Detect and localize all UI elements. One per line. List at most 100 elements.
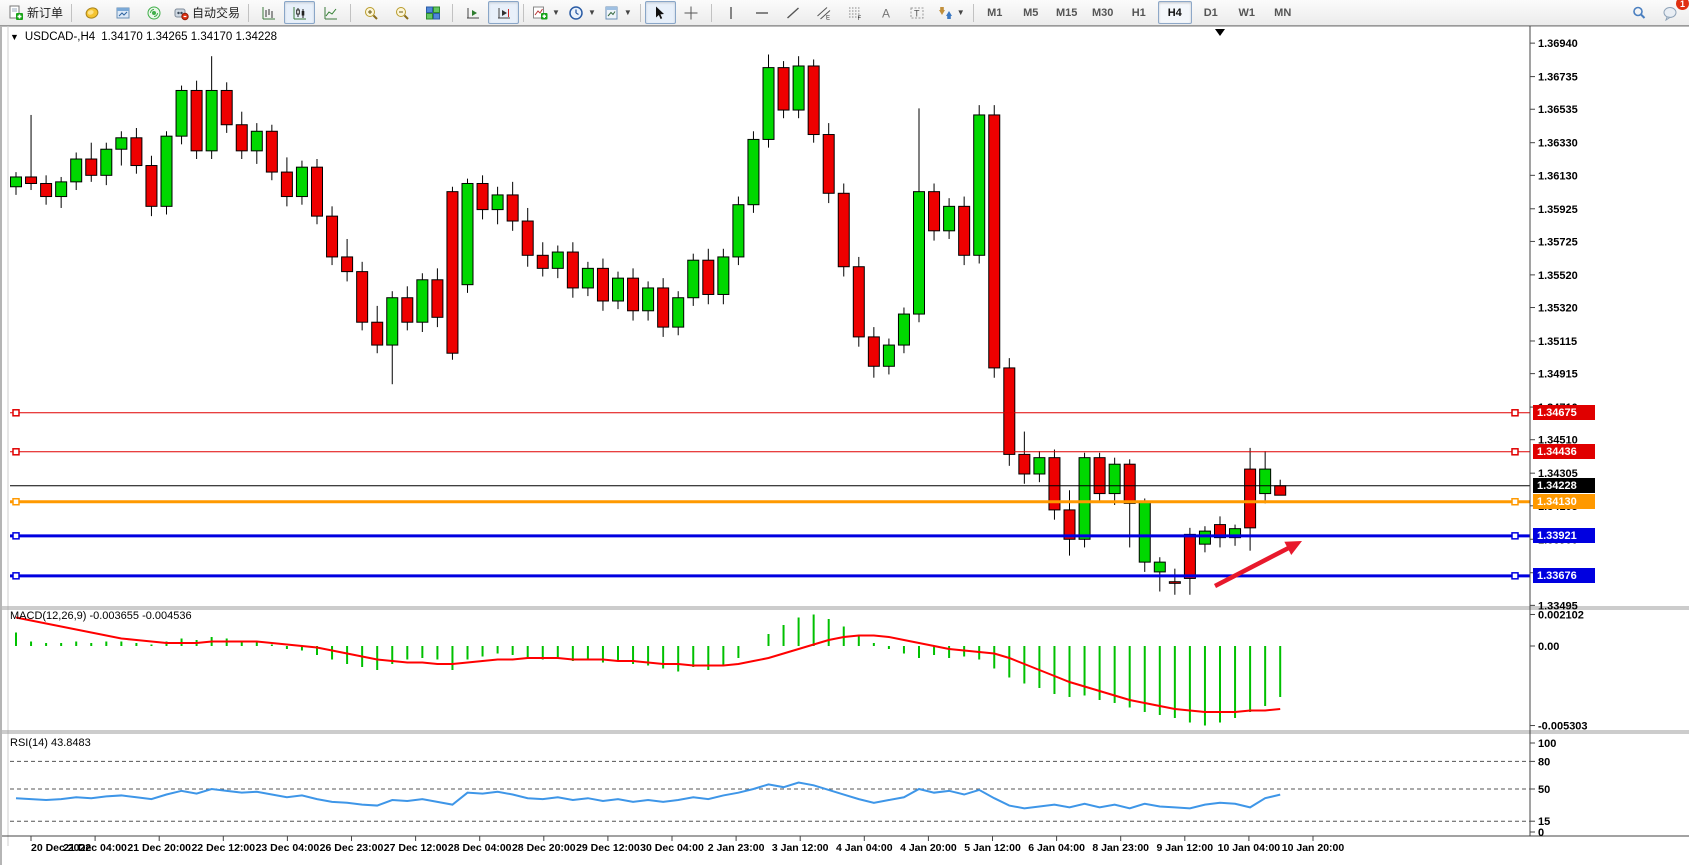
candlestick (1033, 457, 1046, 475)
price-axis-label: 1.34510 (1538, 435, 1578, 447)
timeframe-h4-button[interactable]: H4 (1157, 1, 1192, 24)
channel-button[interactable]: E (809, 1, 840, 24)
chart-canvas[interactable]: 1.36940 1.36735 1.36535 1.36330 1.36130 1.359… (2, 26, 1689, 865)
market-watch-button[interactable] (107, 1, 138, 24)
line-chart-button[interactable] (315, 1, 346, 24)
timeframe-m30-button[interactable]: M30 (1092, 6, 1114, 19)
notifications-button[interactable]: 1 (1654, 0, 1689, 24)
candlestick (506, 194, 519, 222)
candlestick (596, 267, 609, 302)
candlestick (190, 89, 203, 152)
trendline-button[interactable] (778, 1, 809, 24)
dropdown-caret-icon: ▼ (956, 8, 965, 17)
line-handle[interactable] (12, 572, 20, 580)
bar-chart-button[interactable] (253, 1, 284, 24)
tile-windows-button[interactable] (417, 1, 448, 24)
candlestick (536, 254, 549, 269)
candlestick (326, 215, 339, 258)
candlestick (1198, 530, 1211, 545)
candlestick (175, 89, 188, 137)
auto-scroll-button[interactable] (457, 1, 488, 24)
line-handle[interactable] (12, 497, 20, 506)
rsi-line (15, 781, 1281, 810)
market-watch-icon (116, 7, 130, 18)
horizontal-line-button[interactable] (747, 1, 778, 24)
new-order-icon (9, 5, 23, 20)
indicators-button[interactable]: ▼ (528, 1, 564, 24)
line-handle[interactable] (1511, 409, 1519, 417)
line-handle[interactable] (1511, 572, 1519, 580)
timeframe-w1-button[interactable]: W1 (1238, 6, 1255, 19)
timeframe-m15-button[interactable]: M15 (1056, 6, 1078, 19)
candlestick (115, 137, 128, 150)
time-axis-label: 29 Dec 12:00 (576, 842, 640, 854)
text-button[interactable]: A (871, 1, 902, 24)
new-order-button[interactable]: 新订单 (4, 1, 67, 24)
candlestick (687, 259, 700, 299)
price-axis-label: 1.34915 (1538, 369, 1578, 381)
candlestick (431, 279, 444, 318)
chart-window[interactable]: 1.36940 1.36735 1.36535 1.36330 1.36130 1.359… (0, 26, 1689, 865)
search-button[interactable] (1623, 1, 1654, 24)
candlestick (461, 182, 474, 286)
timeframe-m5-button[interactable]: M5 (1023, 6, 1039, 19)
zoom-out-icon (395, 6, 409, 20)
candlestick (973, 114, 986, 256)
toolbar-separator (972, 3, 974, 22)
candlestick (416, 279, 429, 323)
chart-shift-marker[interactable] (1215, 29, 1225, 36)
candlestick (1153, 561, 1166, 573)
candlestick (356, 271, 369, 323)
trendline-icon (787, 6, 800, 19)
line-price-label: 1.34675 (1533, 405, 1595, 421)
templates-button[interactable]: ▼ (600, 1, 636, 24)
candlestick (958, 205, 971, 256)
vertical-line-button[interactable] (716, 1, 747, 24)
candlestick (386, 297, 399, 346)
line-handle[interactable] (12, 448, 20, 456)
quotes-button[interactable] (76, 1, 107, 24)
svg-text:F: F (858, 16, 862, 21)
timeframe-mn-button[interactable]: MN (1274, 6, 1292, 19)
autotrade-button[interactable]: 自动交易 (169, 1, 244, 24)
zoom-out-button[interactable] (386, 1, 417, 24)
time-axis-label: 4 Jan 20:00 (900, 842, 957, 854)
timeframe-d1-button[interactable]: D1 (1203, 6, 1218, 19)
line-handle[interactable] (1511, 448, 1519, 456)
cursor-button[interactable] (644, 1, 676, 24)
zoom-in-button[interactable] (355, 1, 386, 24)
line-handle[interactable] (12, 532, 20, 540)
trend-arrow-line[interactable] (1213, 543, 1295, 588)
candlestick (1244, 468, 1257, 529)
fibonacci-button[interactable]: F (840, 1, 871, 24)
trend-arrow-head[interactable] (1284, 541, 1302, 556)
collapse-triangle-icon[interactable]: ▼ (10, 32, 19, 42)
timeframe-m1-button[interactable]: M1 (987, 6, 1003, 19)
arrows-button[interactable]: ▼ (933, 1, 969, 24)
line-handle[interactable] (1511, 532, 1519, 540)
time-axis-label: 28 Dec 04:00 (448, 842, 512, 854)
line-handle[interactable] (12, 409, 20, 417)
autotrade-label: 自动交易 (192, 6, 241, 20)
main-toolbar: 新订单 自动交易 (0, 0, 1689, 26)
rsi-axis-label: 50 (1538, 784, 1550, 796)
signals-button[interactable] (138, 1, 169, 24)
text-label-button[interactable]: T (902, 1, 933, 24)
horizontal-line-icon (756, 11, 769, 14)
candlestick (762, 67, 775, 140)
indicators-icon (533, 6, 548, 19)
time-axis-label: 21 Dec 20:00 (127, 842, 191, 854)
periods-button[interactable]: ▼ (564, 1, 600, 24)
gold-coin-icon (85, 6, 98, 19)
candlestick (401, 297, 414, 323)
autotrade-icon (174, 8, 189, 20)
candlestick-chart-button[interactable] (284, 1, 316, 24)
cursor-arrow-icon (656, 6, 665, 19)
time-axis-label: 9 Jan 12:00 (1156, 842, 1213, 854)
chart-shift-button[interactable] (488, 1, 520, 24)
timeframe-h1-button[interactable]: H1 (1131, 6, 1146, 19)
line-handle[interactable] (1511, 497, 1519, 506)
candlestick (25, 176, 38, 184)
candlestick (265, 130, 278, 173)
crosshair-button[interactable] (676, 1, 707, 24)
